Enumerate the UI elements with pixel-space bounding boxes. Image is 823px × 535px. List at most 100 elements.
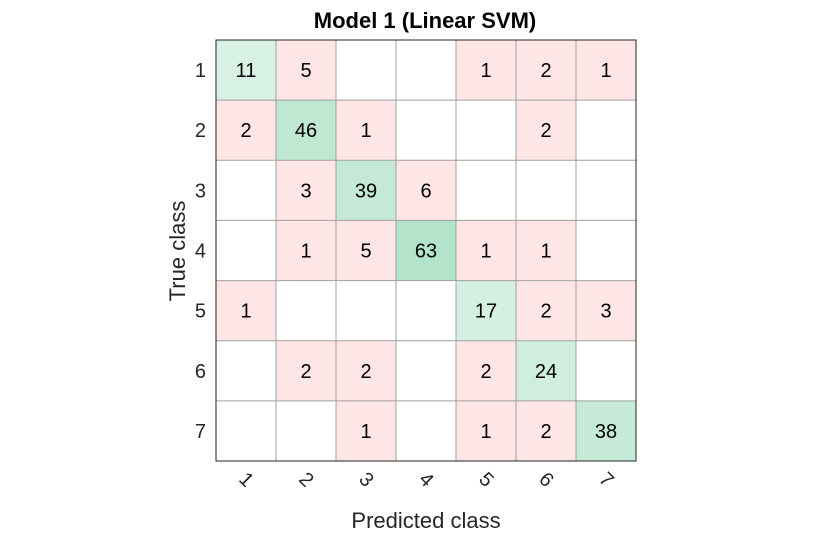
cell-value-label: 1 xyxy=(360,421,371,443)
matrix-cell xyxy=(456,400,516,461)
matrix-cell xyxy=(216,220,276,281)
matrix-cell xyxy=(276,100,336,161)
matrix-cell xyxy=(396,100,456,161)
row-tick-label: 4 xyxy=(195,241,206,263)
cell-value-label: 1 xyxy=(300,241,311,263)
matrix-cell xyxy=(216,340,276,401)
cell-value-label: 6 xyxy=(420,180,431,202)
matrix-cell xyxy=(396,160,456,221)
matrix-cell xyxy=(516,280,576,341)
matrix-cell xyxy=(516,400,576,461)
y-axis-label: True class xyxy=(165,201,190,302)
cell-value-label: 1 xyxy=(600,60,611,82)
column-tick-label: 5 xyxy=(474,468,497,491)
column-tick-label: 7 xyxy=(594,468,617,491)
cell-value-label: 46 xyxy=(295,120,317,142)
row-tick-label: 1 xyxy=(195,60,206,82)
column-tick-label: 2 xyxy=(294,468,317,491)
row-tick-label: 7 xyxy=(195,421,206,443)
matrix-cell xyxy=(576,100,636,161)
matrix-cell xyxy=(336,100,396,161)
cell-value-label: 24 xyxy=(535,361,557,383)
matrix-cell xyxy=(576,280,636,341)
matrix-cell xyxy=(516,100,576,161)
matrix-cell xyxy=(456,100,516,161)
cell-value-label: 1 xyxy=(540,241,551,263)
matrix-cell xyxy=(336,40,396,101)
row-tick-label: 3 xyxy=(195,180,206,202)
cell-value-label: 2 xyxy=(540,120,551,142)
x-axis-label: Predicted class xyxy=(351,508,500,533)
matrix-cells: 11 5 1 2 12 46 1 23 39 61 5 63 1 11 17 2 32 2 2 241 1 2 38 xyxy=(216,40,636,461)
matrix-cell xyxy=(516,340,576,401)
matrix-cell xyxy=(336,220,396,281)
matrix-cell xyxy=(396,220,456,281)
column-tick-label: 3 xyxy=(354,468,377,491)
matrix-cell xyxy=(516,160,576,221)
row-tick-labels: 1 2 3 4 5 6 7 xyxy=(195,60,206,443)
cell-value-label: 38 xyxy=(595,421,617,443)
matrix-cell xyxy=(456,220,516,281)
cell-value-label: 5 xyxy=(300,60,311,82)
row-tick-label: 2 xyxy=(195,120,206,142)
cell-value-label: 3 xyxy=(600,301,611,323)
cell-value-label: 39 xyxy=(355,180,377,202)
matrix-cell xyxy=(336,400,396,461)
matrix-cell xyxy=(576,160,636,221)
row-tick-label: 6 xyxy=(195,361,206,383)
cell-value-label: 1 xyxy=(240,301,251,323)
matrix-cell xyxy=(576,340,636,401)
matrix-cell xyxy=(396,40,456,101)
matrix-cell xyxy=(456,160,516,221)
column-tick-label: 4 xyxy=(414,468,437,491)
cell-value-label: 2 xyxy=(480,361,491,383)
matrix-cell xyxy=(336,340,396,401)
row-tick-label: 5 xyxy=(195,301,206,323)
matrix-cell xyxy=(516,220,576,281)
matrix-cell xyxy=(276,220,336,281)
cell-value-label: 2 xyxy=(240,120,251,142)
cell-value-label: 11 xyxy=(236,60,257,82)
matrix-cell xyxy=(396,280,456,341)
cell-value-label: 2 xyxy=(540,301,551,323)
matrix-cell xyxy=(216,40,276,101)
matrix-cell xyxy=(216,100,276,161)
matrix-cell xyxy=(276,280,336,341)
matrix-cell xyxy=(396,400,456,461)
matrix-cell xyxy=(576,220,636,281)
cell-value-label: 3 xyxy=(300,180,311,202)
matrix-cell xyxy=(336,280,396,341)
matrix-frame xyxy=(215,39,637,462)
matrix-cell xyxy=(276,340,336,401)
matrix-cell xyxy=(216,280,276,341)
matrix-cell xyxy=(516,40,576,101)
matrix-cell xyxy=(576,40,636,101)
column-tick-label: 1 xyxy=(234,468,257,491)
matrix-cell xyxy=(576,400,636,461)
cell-value-label: 2 xyxy=(540,60,551,82)
chart-title: Model 1 (Linear SVM) xyxy=(314,8,536,33)
matrix-cell xyxy=(216,160,276,221)
matrix-cell xyxy=(336,160,396,221)
matrix-gridlines xyxy=(216,40,636,461)
matrix-cell xyxy=(456,340,516,401)
cell-value-label: 1 xyxy=(360,120,371,142)
cell-value-label: 1 xyxy=(480,241,491,263)
column-tick-labels: 1 2 3 4 5 6 7 xyxy=(234,468,617,491)
matrix-cell xyxy=(456,40,516,101)
matrix-cell xyxy=(276,160,336,221)
cell-value-label: 1 xyxy=(480,60,491,82)
cell-value-label: 5 xyxy=(360,241,371,263)
matrix-cell xyxy=(216,400,276,461)
matrix-cell xyxy=(396,340,456,401)
column-tick-label: 6 xyxy=(534,468,557,491)
cell-value-label: 17 xyxy=(475,301,497,323)
matrix-cell xyxy=(276,40,336,101)
cell-value-label: 1 xyxy=(480,421,491,443)
cell-value-label: 63 xyxy=(415,241,437,263)
matrix-cell xyxy=(456,280,516,341)
matrix-cell xyxy=(276,400,336,461)
cell-value-label: 2 xyxy=(300,361,311,383)
cell-value-label: 2 xyxy=(540,421,551,443)
